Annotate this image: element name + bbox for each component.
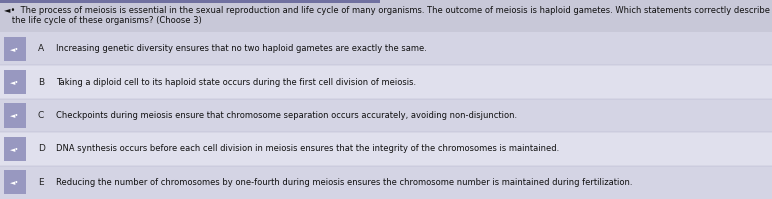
Text: ◄•: ◄•	[10, 79, 20, 85]
Text: D: D	[38, 144, 45, 153]
Bar	[0, 132, 772, 166]
Text: C: C	[38, 111, 44, 120]
Bar	[4, 170, 26, 194]
Bar	[4, 137, 26, 161]
Text: ◄•: ◄•	[10, 179, 20, 185]
Bar	[4, 37, 26, 61]
Text: DNA synthesis occurs before each cell division in meiosis ensures that the integ: DNA synthesis occurs before each cell di…	[56, 144, 559, 153]
Bar	[0, 0, 380, 3]
Text: B: B	[38, 78, 44, 87]
Bar	[0, 32, 772, 65]
Bar	[4, 103, 26, 128]
Text: Increasing genetic diversity ensures that no two haploid gametes are exactly the: Increasing genetic diversity ensures tha…	[56, 44, 427, 53]
Bar	[4, 70, 26, 94]
Text: ◄•: ◄•	[10, 112, 20, 118]
Text: Checkpoints during meiosis ensure that chromosome separation occurs accurately, : Checkpoints during meiosis ensure that c…	[56, 111, 517, 120]
Text: E: E	[38, 178, 44, 187]
Text: ◄•: ◄•	[10, 146, 20, 152]
Text: Taking a diploid cell to its haploid state occurs during the first cell division: Taking a diploid cell to its haploid sta…	[56, 78, 416, 87]
Bar	[0, 65, 772, 99]
Bar	[0, 0, 772, 32]
Text: Reducing the number of chromosomes by one-fourth during meiosis ensures the chro: Reducing the number of chromosomes by on…	[56, 178, 632, 187]
Text: the life cycle of these organisms? (Choose 3): the life cycle of these organisms? (Choo…	[4, 16, 201, 25]
Bar	[0, 99, 772, 132]
Bar	[0, 166, 772, 199]
Text: ◄•  The process of meiosis is essential in the sexual reproduction and life cycl: ◄• The process of meiosis is essential i…	[4, 6, 772, 15]
Text: ◄•: ◄•	[10, 46, 20, 52]
Text: A: A	[38, 44, 44, 53]
